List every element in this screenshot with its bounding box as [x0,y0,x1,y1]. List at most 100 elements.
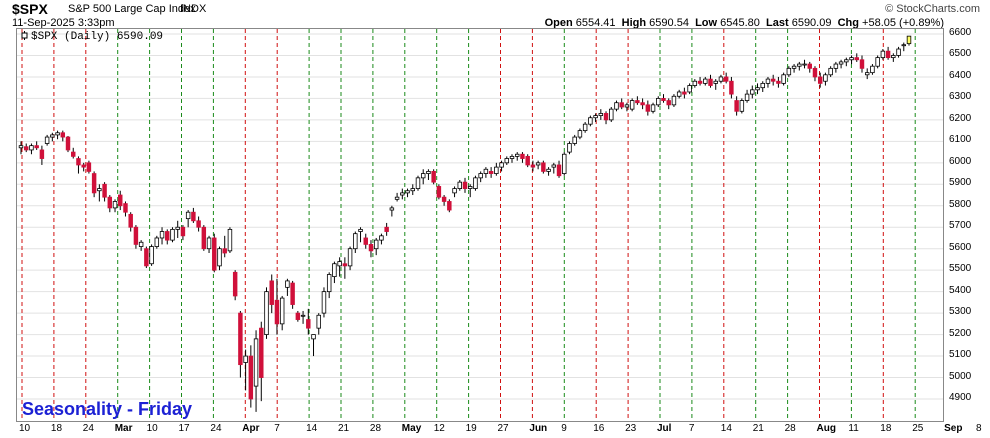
candle-down [603,113,609,121]
candlestick-chart [17,29,943,421]
x-tick-label: 23 [625,423,637,434]
candle-up [551,164,557,168]
change-value: +58.05 (+0.89%) [862,17,944,29]
candle-down [342,263,348,267]
candle-down [520,153,525,159]
candle-down [530,164,536,168]
x-tick-label: 24 [210,423,222,434]
candle-up [175,226,180,230]
candle-up [572,136,577,144]
candle-up [744,93,750,101]
candle-down [212,237,217,271]
candle-up [833,63,839,69]
candle-up [206,237,212,250]
candle-down [201,226,207,250]
candle-up [838,61,844,65]
y-tick-label: 5200 [949,327,972,339]
y-tick-label: 5500 [949,263,972,275]
x-month-label: Apr [242,423,260,434]
candle-up [676,91,682,97]
high-value: 6590.54 [649,17,689,29]
candle-up [138,241,144,247]
candlestick-legend-icon [20,31,29,40]
candle-down [23,146,29,151]
candle-down [133,226,139,245]
candle-up [389,207,395,211]
candle-down [107,196,113,209]
candle-up [300,314,306,317]
x-tick-label: 14 [306,423,318,434]
candle-up [896,48,901,56]
candle-up [577,130,583,138]
chart-plot-area[interactable] [16,28,944,422]
candle-up [588,117,593,125]
candle-down [222,248,227,254]
candle-down [812,67,818,78]
candle-up [347,248,353,267]
candle-up [170,228,175,241]
x-tick-label: 9 [561,423,567,434]
x-tick-label: 24 [82,423,94,434]
x-month-label: Sep [944,423,963,434]
candle-up [797,63,802,67]
candle-up [593,115,598,119]
y-tick-label: 6200 [949,112,972,124]
candle-down [640,102,645,106]
candle-up [483,168,489,174]
x-month-label: May [401,423,422,434]
candle-up [326,274,332,293]
chart-datetime: 11-Sep-2025 3:33pm [12,17,115,29]
candle-down [682,91,687,95]
x-tick-label: 18 [50,423,63,434]
exchange-label: INDX [180,3,207,15]
candle-down [817,76,823,84]
candle-up [405,190,410,194]
candle-down [525,155,530,166]
x-tick-label: 17 [178,423,190,434]
x-tick-label: 25 [912,423,924,434]
candle-up [358,228,363,232]
x-tick-label: 16 [593,423,605,434]
candle-up [55,132,60,136]
candle-down [436,186,442,198]
candle-up [185,211,191,220]
x-tick-label: 28 [369,423,382,434]
candle-down [191,211,196,222]
candle-down [447,201,452,211]
candle-up [687,85,692,93]
candle-down [488,171,494,174]
candle-up [650,104,656,112]
candle-up [97,188,102,192]
candle-up [473,177,478,189]
x-tick-label: 10 [19,423,31,434]
candle-up [629,100,635,110]
candle-down [854,57,859,61]
change-label: Chg [837,17,859,29]
candle-up [864,72,870,76]
candle-up [149,246,154,265]
candle-down [290,282,295,305]
candle-up [718,76,724,82]
candle-down [238,312,243,366]
low-value: 6545.80 [720,17,760,29]
candle-up [755,87,760,91]
candle-up [420,173,426,179]
candle-up [478,173,483,179]
candle-down [274,299,280,325]
x-tick-label: 19 [465,423,477,434]
candle-up [739,100,745,112]
candle-down [431,171,436,183]
candle-down [541,162,546,172]
x-tick-label: 7 [274,423,280,434]
candle-up [656,98,661,106]
y-tick-label: 5300 [949,306,972,318]
candle-up [802,63,807,66]
candle-up [112,201,118,209]
instrument-name: S&P 500 Large Cap Index [68,3,196,15]
candle-up [562,153,567,174]
candle-up [332,263,337,278]
candle-up [582,123,588,132]
y-tick-label: 5700 [949,220,972,232]
y-tick-label: 6100 [949,134,972,146]
candle-up [279,297,285,325]
